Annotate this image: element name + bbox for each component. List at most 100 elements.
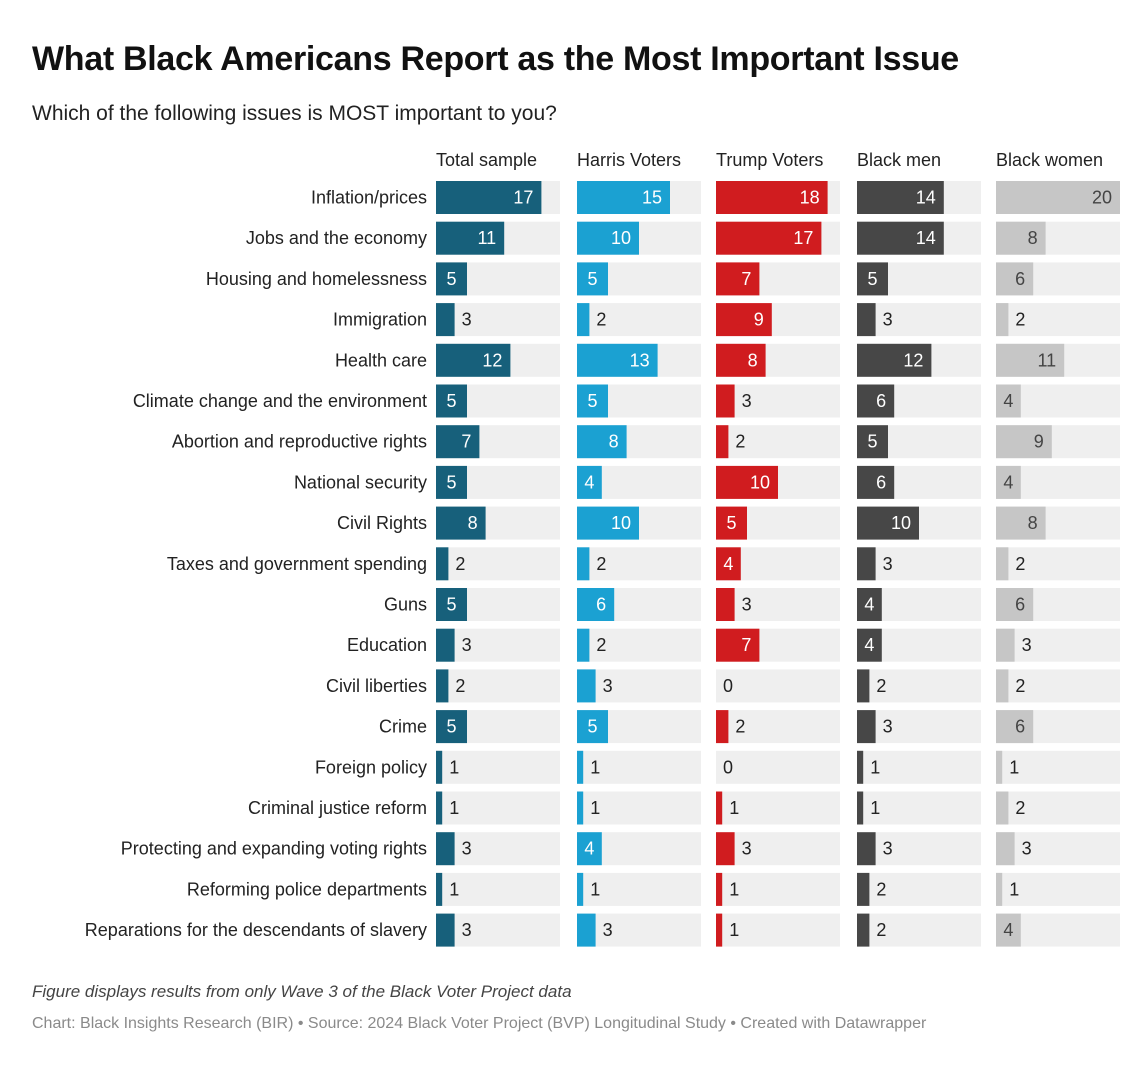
value-label-total-sample-education: 3: [462, 635, 472, 655]
row-label-crime: Crime: [379, 717, 427, 737]
bar-harris-voters-education: [577, 628, 590, 662]
bar-black-women-protecting-and-expanding-voting-rights: [996, 832, 1015, 866]
bar-trump-voters-crime: [716, 710, 729, 744]
bar-trump-voters-guns: [716, 588, 735, 621]
value-label-black-women-immigration: 2: [1015, 310, 1025, 330]
value-label-black-women-civil-liberties: 2: [1015, 676, 1025, 696]
bar-black-women-jobs-and-the-economy: [996, 221, 1046, 255]
value-label-total-sample-immigration: 3: [462, 310, 472, 330]
value-label-harris-voters-education: 2: [596, 635, 606, 655]
value-label-black-women-civil-rights: 8: [1028, 513, 1038, 533]
bar-black-men-national-security: [857, 465, 895, 499]
bar-harris-voters-reforming-police-departments: [577, 872, 584, 906]
value-label-harris-voters-criminal-justice-reform: 1: [590, 798, 600, 818]
row-label-reforming-police-departments: Reforming police departments: [187, 879, 427, 899]
value-label-trump-voters-criminal-justice-reform: 1: [729, 798, 739, 818]
column-header-black-men: Black men: [857, 150, 941, 170]
value-label-black-men-taxes-and-government-spending: 3: [883, 554, 893, 574]
bar-total-sample-protecting-and-expanding-voting-rights: [436, 832, 455, 866]
value-label-harris-voters-jobs-and-the-economy: 10: [611, 228, 631, 248]
chart-notes: Figure displays results from only Wave 3…: [32, 982, 572, 1001]
bar-black-men-climate-change-and-the-environment: [857, 384, 895, 418]
bar-track: [577, 547, 701, 581]
column-header-harris-voters: Harris Voters: [577, 150, 681, 170]
value-label-black-women-crime: 6: [1015, 717, 1025, 737]
bar-black-women-abortion-and-reproductive-rights: [996, 425, 1052, 459]
value-label-trump-voters-jobs-and-the-economy: 17: [793, 228, 813, 248]
bar-total-sample-reparations-for-the-descendants-of-slavery: [436, 913, 455, 947]
value-label-harris-voters-crime: 5: [587, 717, 597, 737]
bar-track: [716, 669, 840, 703]
bar-total-sample-housing-and-homelessness: [436, 262, 467, 296]
value-label-total-sample-guns: 5: [446, 595, 456, 615]
bar-black-men-housing-and-homelessness: [857, 262, 888, 296]
bar-harris-voters-reparations-for-the-descendants-of-slavery: [577, 913, 596, 947]
bar-total-sample-education: [436, 628, 455, 662]
value-label-trump-voters-crime: 2: [735, 717, 745, 737]
bar-track: [996, 628, 1120, 662]
value-label-black-men-health-care: 12: [903, 350, 923, 370]
value-label-black-women-health-care: 11: [1038, 350, 1057, 370]
bar-total-sample-foreign-policy: [436, 750, 443, 784]
value-label-trump-voters-guns: 3: [742, 595, 752, 615]
value-label-trump-voters-reforming-police-departments: 1: [729, 879, 739, 899]
value-label-harris-voters-guns: 6: [596, 595, 606, 615]
bar-track: [577, 750, 701, 784]
row-label-civil-liberties: Civil liberties: [326, 676, 427, 696]
bar-total-sample-civil-rights: [436, 506, 486, 540]
bar-black-women-climate-change-and-the-environment: [996, 384, 1021, 418]
value-label-trump-voters-health-care: 8: [748, 350, 758, 370]
value-label-total-sample-taxes-and-government-spending: 2: [455, 554, 465, 574]
value-label-harris-voters-taxes-and-government-spending: 2: [596, 554, 606, 574]
value-label-total-sample-civil-rights: 8: [468, 513, 478, 533]
bar-track: [436, 913, 560, 947]
value-label-trump-voters-civil-rights: 5: [726, 513, 736, 533]
row-label-national-security: National security: [294, 472, 427, 492]
bar-track: [857, 832, 981, 866]
value-label-harris-voters-health-care: 13: [630, 350, 650, 370]
value-label-black-women-inflation-prices: 20: [1092, 188, 1112, 208]
bar-black-women-housing-and-homelessness: [996, 262, 1034, 296]
bar-black-women-health-care: [996, 343, 1065, 377]
bar-harris-voters-foreign-policy: [577, 750, 584, 784]
column-header-black-women: Black women: [996, 150, 1103, 170]
value-label-harris-voters-civil-rights: 10: [611, 513, 631, 533]
value-label-black-men-climate-change-and-the-environment: 6: [876, 391, 886, 411]
bar-harris-voters-protecting-and-expanding-voting-rights: [577, 832, 602, 866]
bar-trump-voters-reforming-police-departments: [716, 872, 723, 906]
value-label-black-men-reparations-for-the-descendants-of-slavery: 2: [876, 920, 886, 940]
value-label-total-sample-housing-and-homelessness: 5: [446, 269, 456, 289]
bar-trump-voters-civil-rights: [716, 506, 747, 540]
bar-track: [577, 303, 701, 337]
column-header-total-sample: Total sample: [436, 150, 537, 170]
bar-track: [857, 872, 981, 906]
bar-harris-voters-inflation-prices: [577, 181, 670, 214]
value-label-black-men-abortion-and-reproductive-rights: 5: [867, 432, 877, 452]
bar-trump-voters-national-security: [716, 465, 778, 499]
bar-harris-voters-crime: [577, 710, 608, 744]
bar-total-sample-inflation-prices: [436, 181, 542, 214]
value-label-black-men-civil-rights: 10: [891, 513, 911, 533]
bar-trump-voters-climate-change-and-the-environment: [716, 384, 735, 418]
value-label-harris-voters-inflation-prices: 15: [642, 188, 662, 208]
value-label-trump-voters-civil-liberties: 0: [723, 676, 733, 696]
bar-total-sample-guns: [436, 588, 467, 621]
bar-track: [857, 750, 981, 784]
bar-black-men-civil-liberties: [857, 669, 870, 703]
bar-track: [857, 791, 981, 825]
bar-total-sample-criminal-justice-reform: [436, 791, 443, 825]
bar-harris-voters-civil-liberties: [577, 669, 596, 703]
bar-trump-voters-health-care: [716, 343, 766, 377]
value-label-black-men-civil-liberties: 2: [876, 676, 886, 696]
column-header-trump-voters: Trump Voters: [716, 150, 823, 170]
bar-black-men-education: [857, 628, 882, 662]
bar-harris-voters-criminal-justice-reform: [577, 791, 584, 825]
value-label-total-sample-climate-change-and-the-environment: 5: [446, 391, 456, 411]
bar-track: [996, 750, 1120, 784]
bar-harris-voters-housing-and-homelessness: [577, 262, 608, 296]
bar-track: [716, 750, 840, 784]
value-label-black-women-education: 3: [1022, 635, 1032, 655]
bar-black-women-immigration: [996, 303, 1009, 337]
value-label-harris-voters-civil-liberties: 3: [603, 676, 613, 696]
bar-harris-voters-taxes-and-government-spending: [577, 547, 590, 581]
